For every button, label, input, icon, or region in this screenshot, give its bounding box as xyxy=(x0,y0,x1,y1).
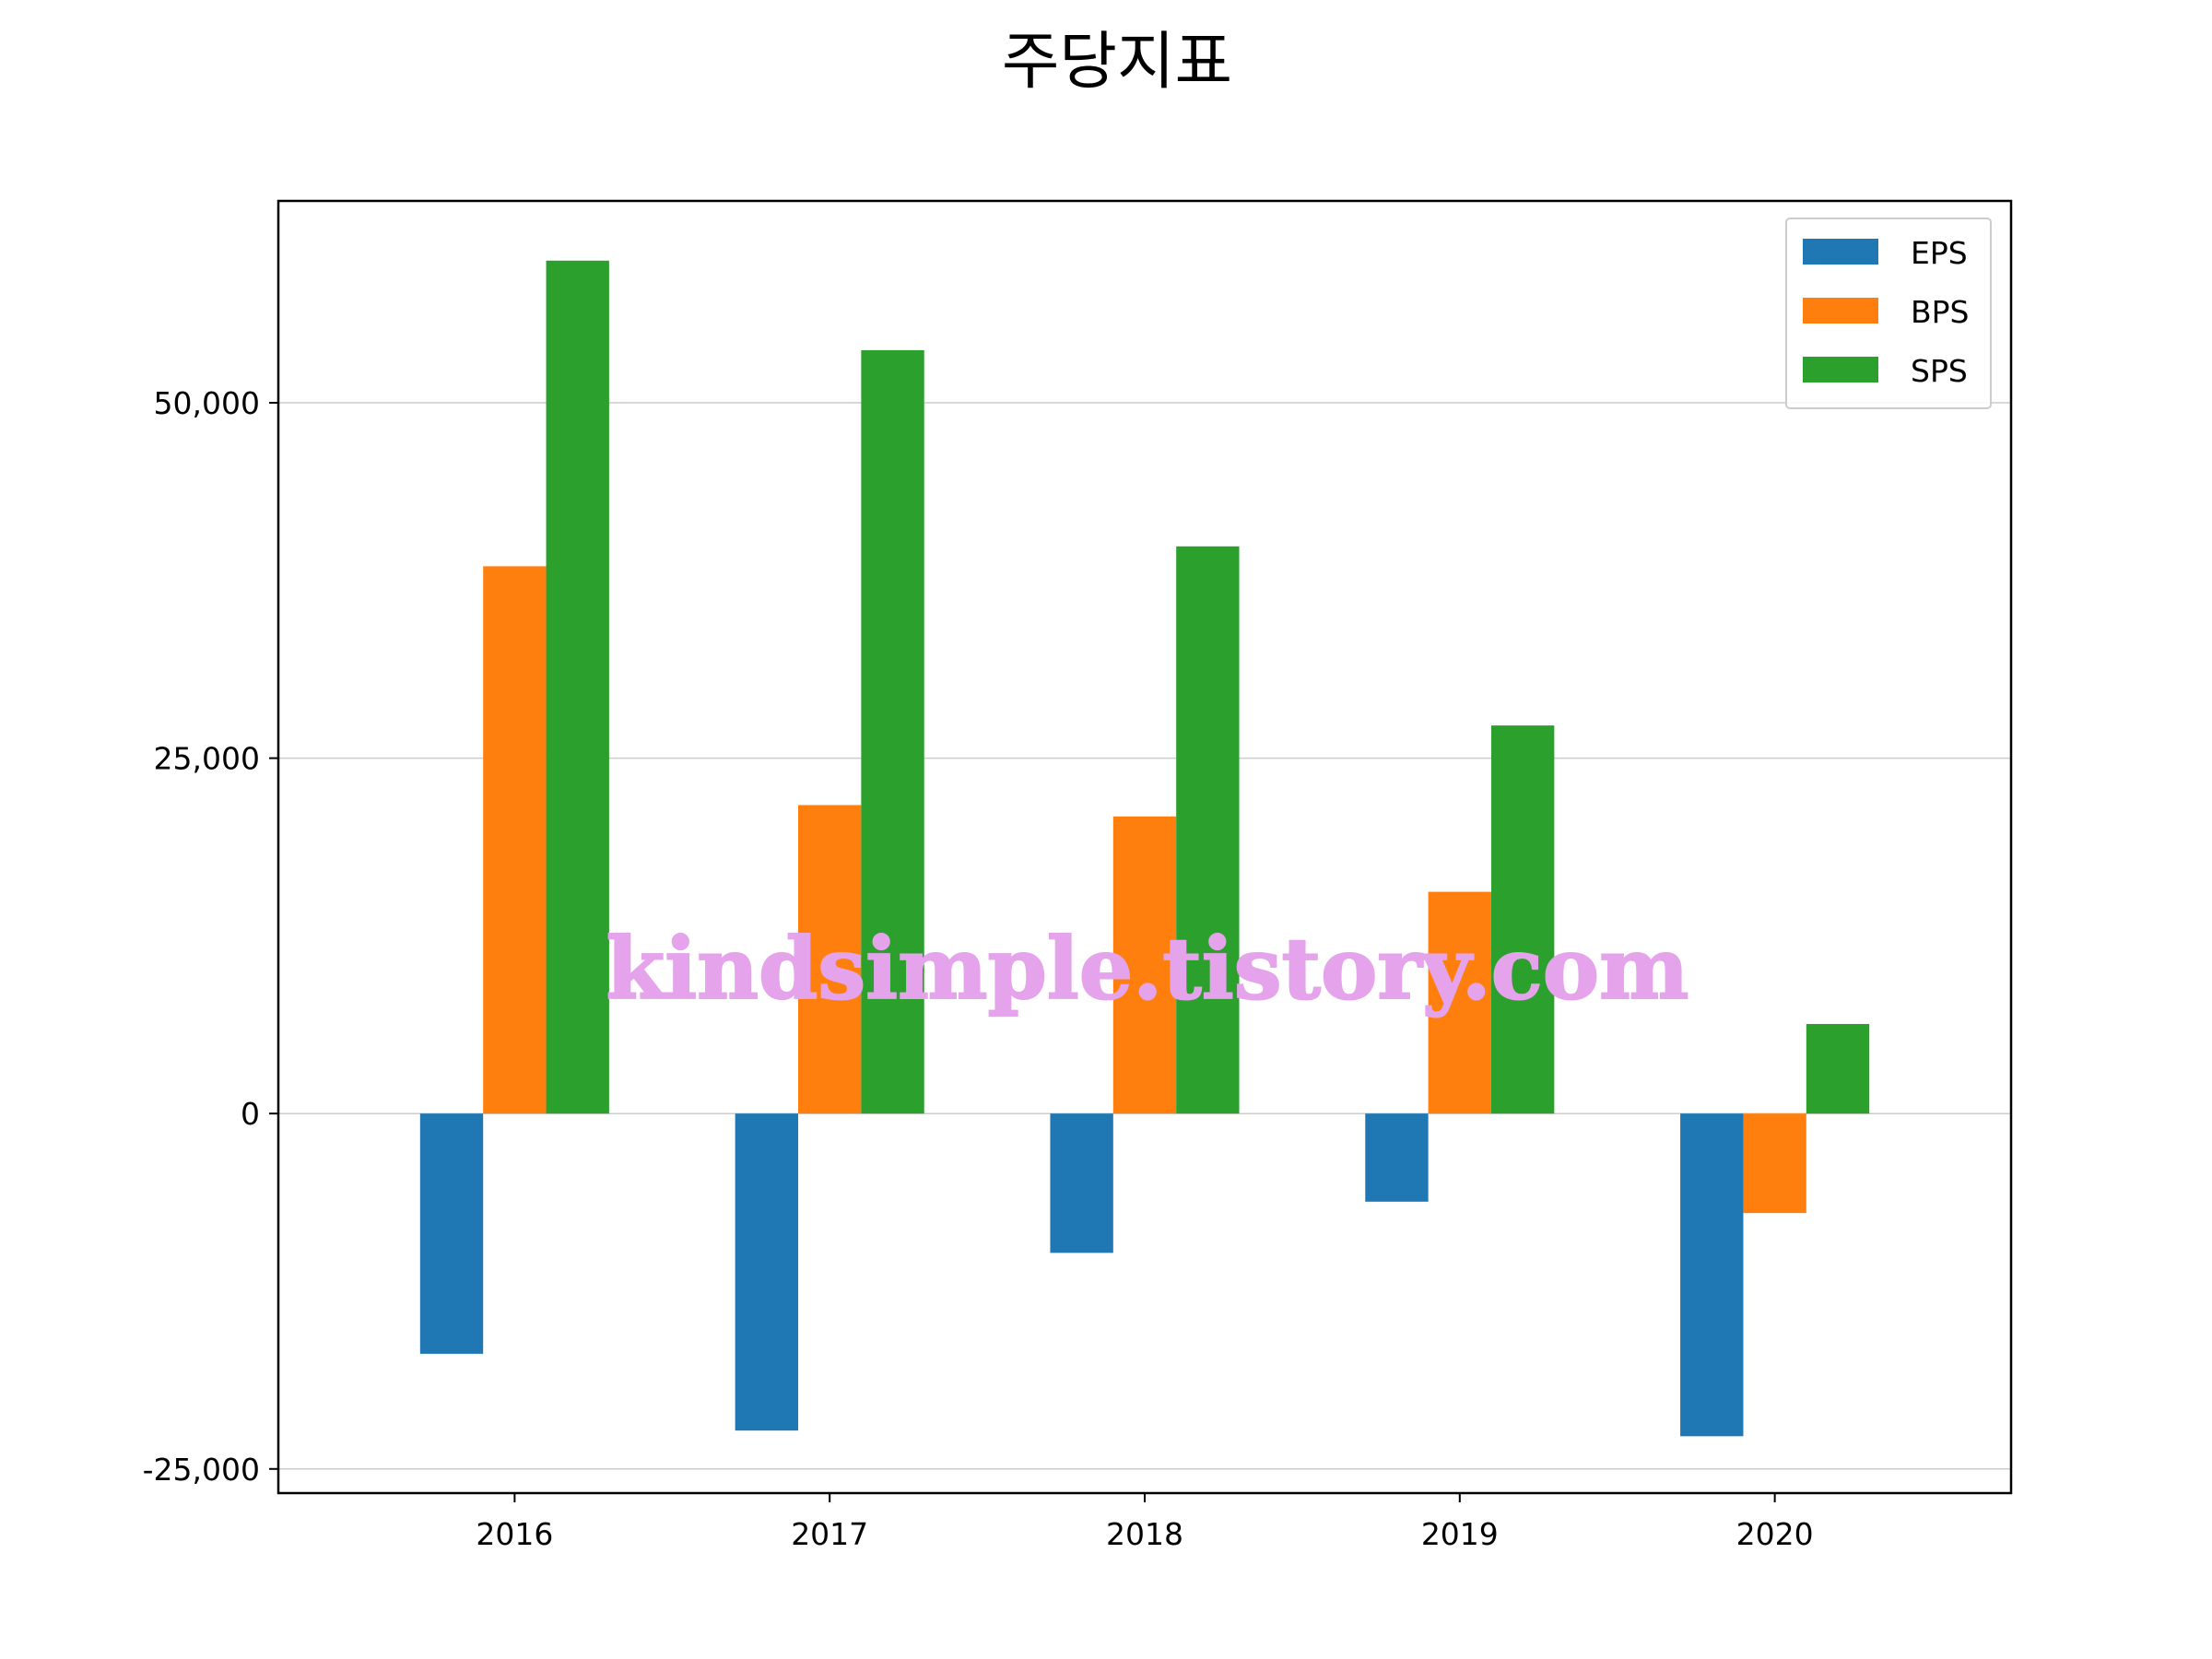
x-tick-label: 2019 xyxy=(1421,1516,1499,1552)
chart-title: 주당지표 xyxy=(1002,26,1232,99)
legend-swatch-bps xyxy=(1803,298,1878,324)
y-tick-label: -25,000 xyxy=(143,1452,260,1488)
bars xyxy=(419,260,1870,1437)
x-axis: 2016 2017 2018 2019 2020 xyxy=(476,1493,1814,1552)
legend-label-eps: EPS xyxy=(1911,235,1968,271)
bar-bps-2017 xyxy=(798,805,862,1114)
legend-swatch-sps xyxy=(1803,357,1878,382)
legend: EPS BPS SPS xyxy=(1785,218,1992,409)
bar-sps-2019 xyxy=(1491,725,1555,1114)
x-tick-label: 2017 xyxy=(791,1516,868,1552)
x-tick-label: 2020 xyxy=(1736,1516,1814,1552)
bar-eps-2019 xyxy=(1365,1113,1429,1202)
bar-eps-2020 xyxy=(1680,1113,1744,1437)
y-axis: -25,000 0 25,000 50,000 xyxy=(143,385,278,1488)
legend-label-bps: BPS xyxy=(1911,294,1970,330)
y-tick-label: 25,000 xyxy=(154,741,260,777)
bar-bps-2019 xyxy=(1428,891,1491,1114)
y-tick-label: 0 xyxy=(241,1096,260,1132)
watermark: kindsimple.tistory.com xyxy=(606,919,1688,1018)
bar-eps-2018 xyxy=(1050,1113,1113,1253)
bar-sps-2018 xyxy=(1176,546,1240,1114)
legend-label-sps: SPS xyxy=(1911,353,1968,389)
x-tick-label: 2018 xyxy=(1106,1516,1183,1552)
bar-bps-2016 xyxy=(483,566,547,1114)
legend-swatch-eps xyxy=(1803,239,1878,265)
bar-eps-2016 xyxy=(419,1113,484,1354)
bar-sps-2020 xyxy=(1806,1024,1870,1114)
y-tick-label: 50,000 xyxy=(154,385,260,421)
x-tick-label: 2016 xyxy=(476,1516,553,1552)
bar-eps-2017 xyxy=(735,1113,798,1431)
bar-bps-2018 xyxy=(1112,816,1177,1114)
bar-sps-2016 xyxy=(546,260,609,1114)
bar-bps-2020 xyxy=(1743,1113,1806,1214)
bar-sps-2017 xyxy=(861,349,924,1114)
